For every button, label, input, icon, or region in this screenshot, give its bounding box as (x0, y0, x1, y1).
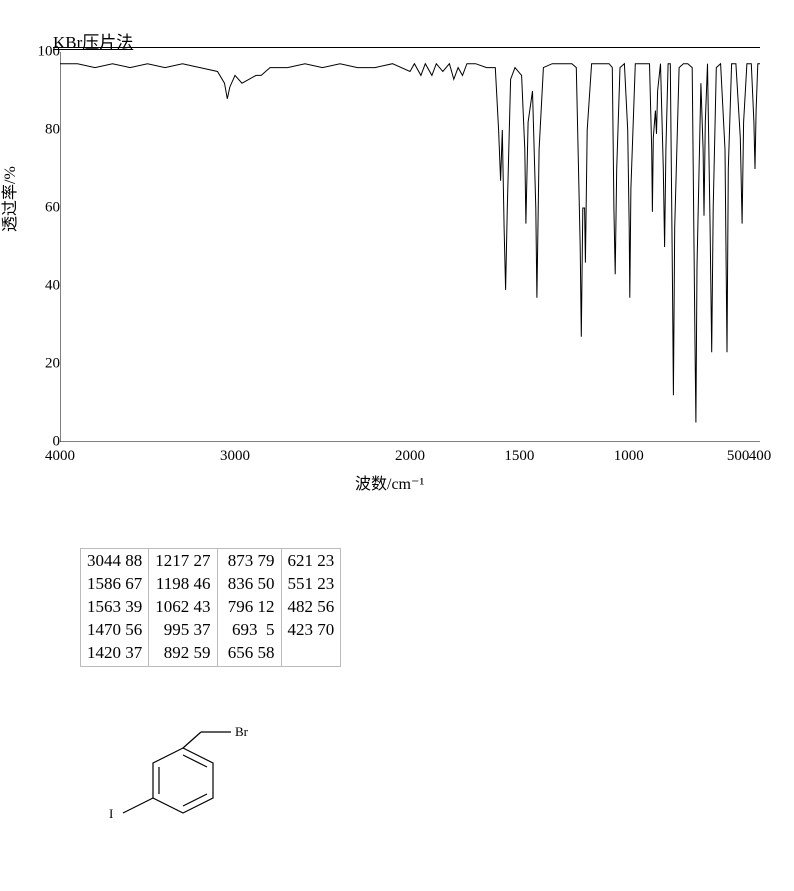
x-tick-label: 2000 (395, 448, 425, 465)
chart-title: KBr压片法 (53, 28, 133, 53)
molecule-structure: Br I (93, 718, 273, 848)
atom-label-i: I (109, 806, 113, 821)
y-tick-label: 60 (45, 200, 60, 217)
y-tick-label: 80 (45, 122, 60, 139)
y-tick-label: 40 (45, 278, 60, 295)
y-tick-label: 100 (38, 44, 61, 61)
y-axis-ticks: 020406080100 (30, 52, 60, 442)
title-underline (53, 47, 760, 48)
peaks-table-cell: 873 79 836 50 796 12 693 5 656 58 (217, 549, 281, 667)
page-container: KBr压片法 透过率/% 波数/cm⁻¹ 020406080100 400030… (0, 0, 794, 891)
spectrum-plot (60, 52, 760, 442)
peaks-table-cell: 621 23 551 23 482 56 423 70 (281, 549, 341, 667)
y-tick-label: 20 (45, 356, 60, 373)
x-axis-ticks: 40003000200015001000500400 (60, 448, 760, 468)
x-axis-label: 波数/cm⁻¹ (355, 470, 424, 494)
x-tick-label: 4000 (45, 448, 75, 465)
peaks-table-cell: 3044 88 1586 67 1563 39 1470 56 1420 37 (81, 549, 149, 667)
atom-label-br: Br (235, 724, 249, 739)
x-tick-label: 3000 (220, 448, 250, 465)
peaks-table-cell: 1217 27 1198 46 1062 43 995 37 892 59 (149, 549, 217, 667)
x-tick-label: 1000 (614, 448, 644, 465)
y-axis-label: 透过率/% (0, 166, 20, 232)
x-tick-label: 400 (749, 448, 772, 465)
peaks-table: 3044 88 1586 67 1563 39 1470 56 1420 371… (80, 548, 341, 667)
x-tick-label: 1500 (504, 448, 534, 465)
x-tick-label: 500 (727, 448, 750, 465)
